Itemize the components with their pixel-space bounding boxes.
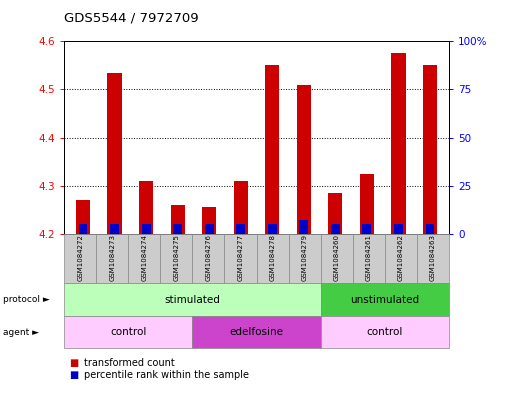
Text: unstimulated: unstimulated <box>350 295 419 305</box>
Text: GSM1084276: GSM1084276 <box>205 234 211 281</box>
Text: ■: ■ <box>69 369 78 380</box>
Text: edelfosine: edelfosine <box>229 327 284 337</box>
Text: agent ►: agent ► <box>3 328 38 336</box>
Bar <box>426 224 435 234</box>
Bar <box>110 224 119 234</box>
Text: GSM1084273: GSM1084273 <box>109 234 115 281</box>
Bar <box>265 65 280 234</box>
Bar <box>202 208 216 234</box>
Bar <box>139 181 153 234</box>
Text: GSM1084274: GSM1084274 <box>141 234 147 281</box>
Bar <box>363 224 371 234</box>
Bar <box>233 181 248 234</box>
Bar <box>236 224 245 234</box>
Text: GSM1084272: GSM1084272 <box>77 234 83 281</box>
Text: GSM1084263: GSM1084263 <box>430 234 436 281</box>
Text: control: control <box>367 327 403 337</box>
Text: ■: ■ <box>69 358 78 368</box>
Text: GDS5544 / 7972709: GDS5544 / 7972709 <box>64 11 199 24</box>
Text: percentile rank within the sample: percentile rank within the sample <box>84 369 249 380</box>
Text: GSM1084262: GSM1084262 <box>398 234 404 281</box>
Bar <box>331 224 340 234</box>
Bar <box>394 224 403 234</box>
Bar <box>391 53 405 234</box>
Text: GSM1084278: GSM1084278 <box>269 234 275 281</box>
Text: protocol ►: protocol ► <box>3 295 49 304</box>
Bar <box>78 224 87 234</box>
Bar <box>328 193 343 234</box>
Text: control: control <box>110 327 146 337</box>
Bar <box>170 205 185 234</box>
Bar <box>268 224 277 234</box>
Text: GSM1084279: GSM1084279 <box>302 234 308 281</box>
Bar <box>297 84 311 234</box>
Text: stimulated: stimulated <box>165 295 220 305</box>
Bar <box>423 65 437 234</box>
Bar <box>142 224 150 234</box>
Text: GSM1084261: GSM1084261 <box>366 234 372 281</box>
Bar <box>108 73 122 234</box>
Bar <box>300 220 308 234</box>
Text: GSM1084275: GSM1084275 <box>173 234 180 281</box>
Bar <box>76 200 90 234</box>
Text: GSM1084277: GSM1084277 <box>238 234 244 281</box>
Bar <box>360 174 374 234</box>
Text: GSM1084260: GSM1084260 <box>333 234 340 281</box>
Text: transformed count: transformed count <box>84 358 174 368</box>
Bar <box>205 224 213 234</box>
Bar <box>173 224 182 234</box>
